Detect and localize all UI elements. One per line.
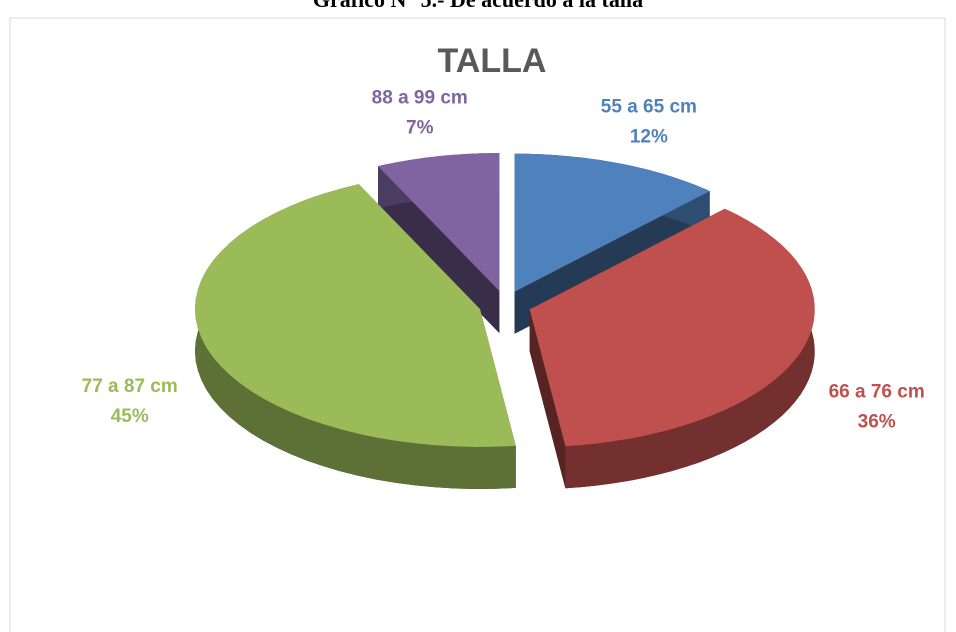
- slice-value-label: 12%: [630, 126, 668, 147]
- slice-category-label: 55 a 65 cm: [601, 96, 697, 117]
- slice: [195, 184, 516, 447]
- slice: [514, 153, 710, 292]
- slice-category-label: 66 a 76 cm: [829, 382, 925, 403]
- slice-side: [529, 309, 566, 489]
- chart-title: TALLA: [438, 42, 547, 80]
- slice-value-label: 36%: [858, 412, 896, 433]
- slice-value-label: 45%: [111, 406, 149, 427]
- slice-wall: [195, 184, 516, 489]
- slice-category-label: 77 a 87 cm: [82, 376, 178, 397]
- slice-value-label: 7%: [406, 117, 434, 138]
- slice: [378, 153, 500, 291]
- caption: Gráfico N° 5.- De acuerdo a la talla: [313, 0, 643, 12]
- slice-side: [378, 166, 500, 333]
- pie: [195, 153, 815, 489]
- slice-category-label: 88 a 99 cm: [372, 87, 468, 108]
- slice-wall: [565, 208, 815, 489]
- slice: [529, 208, 815, 447]
